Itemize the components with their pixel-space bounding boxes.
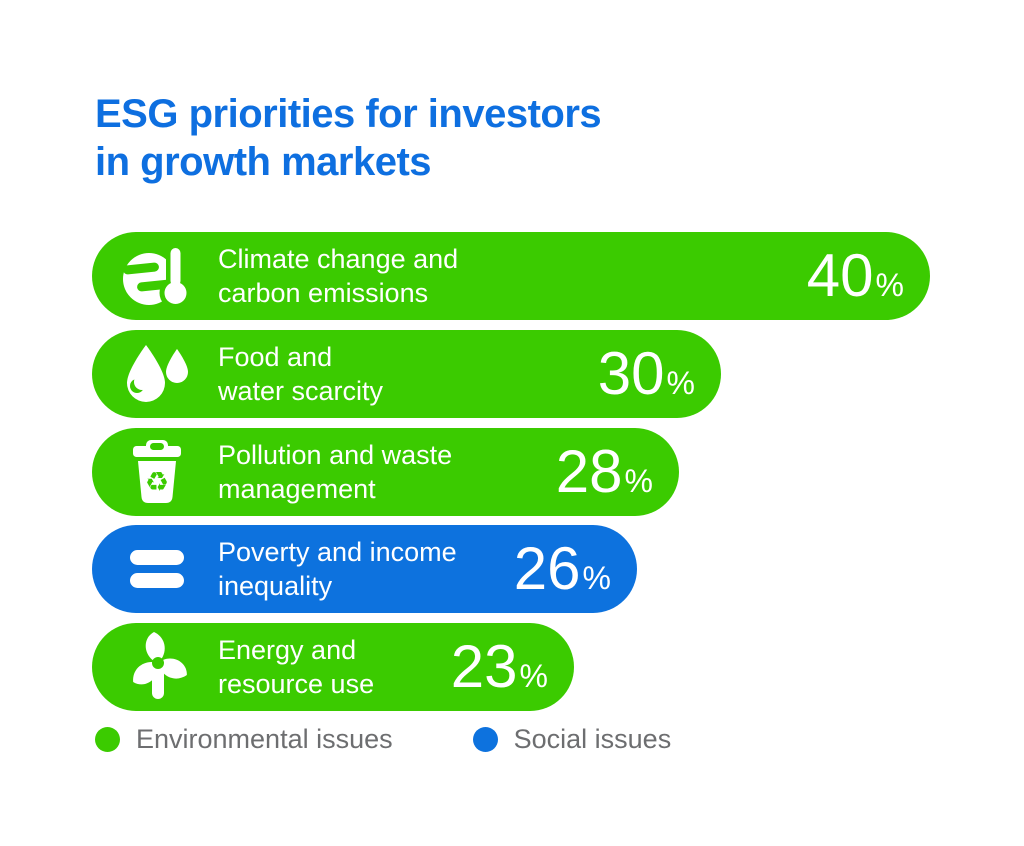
chart-title-line2: in growth markets [95, 140, 432, 184]
bar-label-line1: Climate change and [218, 244, 459, 274]
pinwheel-icon [122, 632, 192, 702]
chart-title-line1: ESG priorities for investors [95, 92, 602, 136]
bar-energy-resource: Energy and resource use 23 % [92, 623, 574, 712]
climate-globe-thermometer-icon [122, 241, 192, 311]
svg-text:♻: ♻ [145, 467, 169, 498]
legend-item-social: Social issues [472, 724, 672, 755]
bar-value-number: 23 [450, 633, 518, 701]
bar-food-water-scarcity: Food and water scarcity 30 % [92, 329, 721, 418]
legend-label-environmental: Environmental issues [136, 724, 393, 754]
bar-value-number: 40 [806, 242, 874, 309]
bar-label-line2: management [218, 473, 376, 504]
bar-label: Poverty and income inequality [218, 535, 457, 603]
bar-value: 28 % [555, 437, 653, 505]
bar-label-line1: Pollution and waste [218, 439, 453, 470]
bar-value: 26 % [514, 539, 611, 599]
recycle-bin-icon: ♻ [122, 437, 192, 507]
bar-label-line1: Food and [218, 341, 333, 372]
bar-label: Energy and resource use [218, 633, 374, 701]
bar-value: 23 % [451, 637, 548, 697]
bar-value-unit: % [666, 364, 695, 401]
legend-label-social: Social issues [513, 724, 672, 754]
bar-value: 30 % [597, 339, 695, 407]
bar-label-line2: water scarcity [218, 375, 384, 406]
water-drops-icon [122, 339, 192, 409]
bar-pollution-waste: ♻ Pollution and waste management 28 % [92, 427, 679, 516]
bar-label-line2: inequality [218, 571, 333, 602]
bar-label-line2: resource use [218, 669, 375, 700]
bar-label: Climate change and carbon emissions [218, 242, 458, 310]
bar-value-number: 26 [513, 535, 581, 603]
bar-value: 40 % [807, 246, 904, 306]
bar-value-unit: % [624, 462, 653, 499]
bar-value-unit: % [519, 658, 548, 695]
bar-climate-change: Climate change and carbon emissions 40 % [92, 232, 930, 320]
bar-value-unit: % [875, 267, 904, 303]
bar-label-line1: Energy and [218, 635, 357, 666]
bar-value-number: 30 [597, 339, 665, 407]
bar-poverty-inequality: Poverty and income inequality 26 % [92, 525, 637, 614]
bar-label-line2: carbon emissions [218, 278, 429, 308]
bar-label: Pollution and waste management [218, 438, 452, 506]
environmental-dot-icon [95, 727, 120, 752]
legend-item-environmental: Environmental issues [95, 724, 393, 755]
bar-label-line1: Poverty and income [218, 537, 457, 568]
social-dot-icon [472, 727, 498, 752]
equality-icon [122, 534, 192, 604]
bar-value-number: 28 [555, 437, 623, 505]
chart-title: ESG priorities for investors in growth m… [95, 90, 602, 186]
bar-value-unit: % [582, 560, 611, 597]
bar-label: Food and water scarcity [218, 340, 383, 408]
legend: Environmental issues Social issues [95, 724, 671, 755]
